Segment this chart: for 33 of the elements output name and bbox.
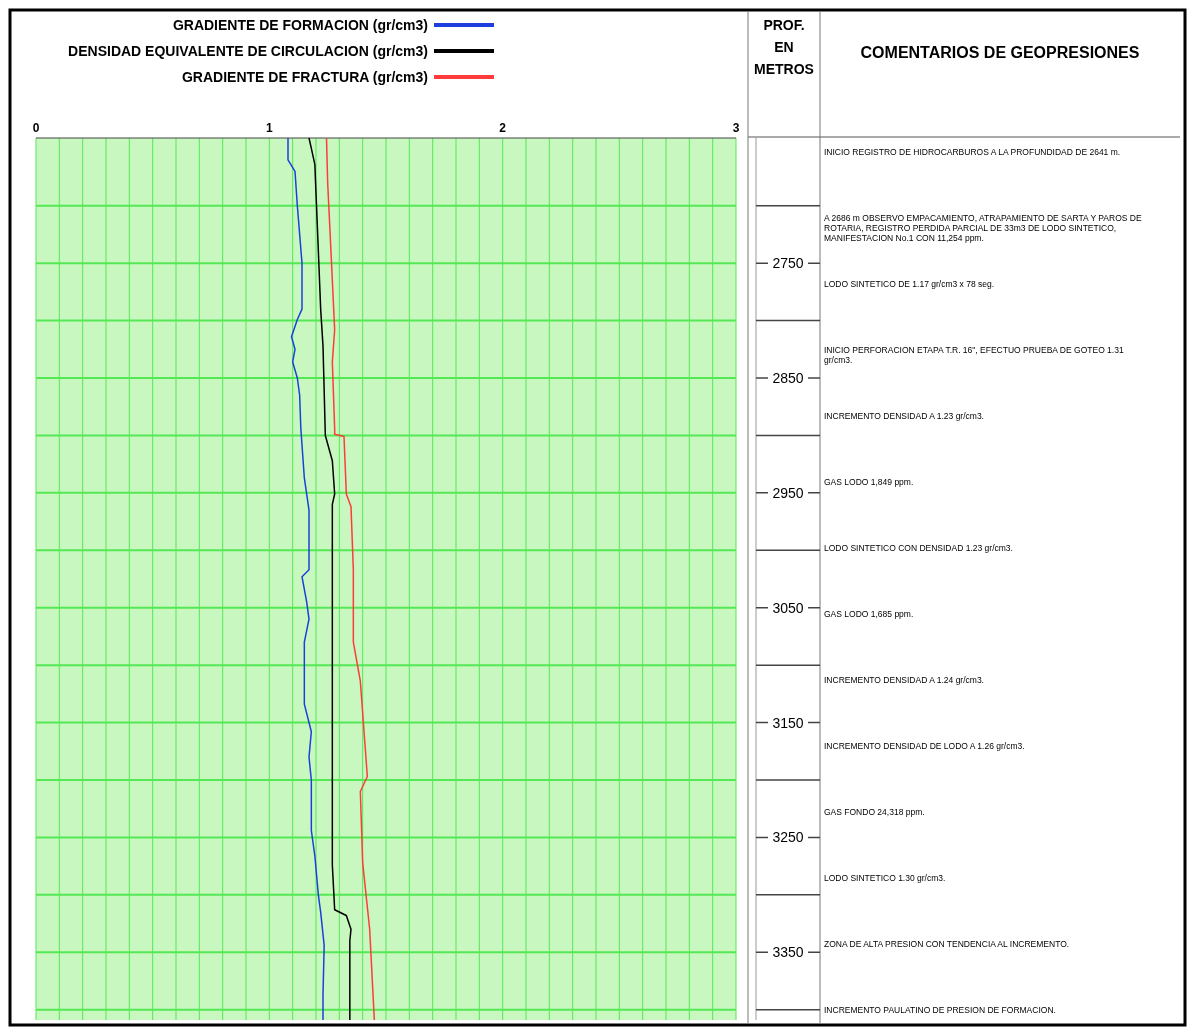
text: INICIO PERFORACION ETAPA T.R. 16", EFECTUO PRUEBA DE GOTEO 1.31 gr/cm3. — [824, 345, 1124, 365]
text: INCREMENTO PAULATINO DE PRESION DE FORMACION. — [824, 1005, 1056, 1015]
text: GAS LODO 1,685 ppm. — [824, 609, 914, 619]
x-tick-label: 1 — [265, 121, 273, 135]
text: GAS FONDO 24,318 ppm. — [824, 807, 925, 817]
text: A 2686 m OBSERVO EMPACAMIENTO, ATRAPAMIENTO DE SARTA Y PAROS DE ROTARIA, REGISTRO PERDIDA PARCIAL DE 33m3 DE LODO SINTETICO, MANIFESTACION No.1 CON 11,254 ppm. — [824, 213, 1142, 243]
y-tick-label: 3050 — [772, 599, 804, 616]
text: LODO SINTETICO DE 1.17 gr/cm3 x 78 seg. — [824, 279, 995, 289]
y-tick-label: 3150 — [772, 714, 804, 731]
text: INCREMENTO DENSIDAD DE LODO A 1.26 gr/cm3. — [824, 741, 1025, 751]
line-series — [287, 137, 325, 1021]
text: GAS LODO 1,849 ppm. — [824, 477, 914, 487]
x-tick-label: 0 — [32, 121, 40, 135]
text: COMENTARIOS DE GEOPRESIONES — [860, 44, 1140, 61]
y-tick-label: 2850 — [772, 370, 804, 387]
x-tick-label: 2 — [499, 121, 507, 135]
line-series — [308, 137, 352, 1021]
text: LODO SINTETICO 1.30 gr/cm3. — [824, 873, 946, 883]
legend-label: GRADIENTE DE FORMACION (gr/cm3) — [172, 17, 428, 33]
y-tick-label: 3250 — [772, 829, 804, 846]
line-series — [325, 137, 376, 1021]
x-tick-label: 3 — [732, 121, 740, 135]
y-tick-label: 2950 — [772, 484, 804, 501]
text: LODO SINTETICO CON DENSIDAD 1.23 gr/cm3. — [824, 543, 1013, 553]
text: INCREMENTO DENSIDAD A 1.24 gr/cm3. — [824, 675, 984, 685]
y-tick-label: 2750 — [772, 255, 804, 272]
legend-label: GRADIENTE DE FRACTURA (gr/cm3) — [181, 69, 428, 85]
text: ZONA DE ALTA PRESION CON TENDENCIA AL INCREMENTO. — [824, 939, 1070, 949]
legend-label: DENSIDAD EQUIVALENTE DE CIRCULACION (gr/cm3) — [68, 43, 428, 59]
y-tick-label: 3350 — [772, 944, 804, 961]
text: INCREMENTO DENSIDAD A 1.23 gr/cm3. — [824, 411, 984, 421]
text: INICIO REGISTRO DE HIDROCARBUROS A LA PROFUNDIDAD DE 2641 m. — [824, 147, 1121, 157]
y-axis-title: PROF. EN METROS — [754, 17, 814, 77]
